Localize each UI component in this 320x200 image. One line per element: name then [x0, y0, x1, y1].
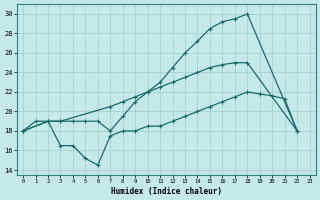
X-axis label: Humidex (Indice chaleur): Humidex (Indice chaleur) [111, 187, 222, 196]
